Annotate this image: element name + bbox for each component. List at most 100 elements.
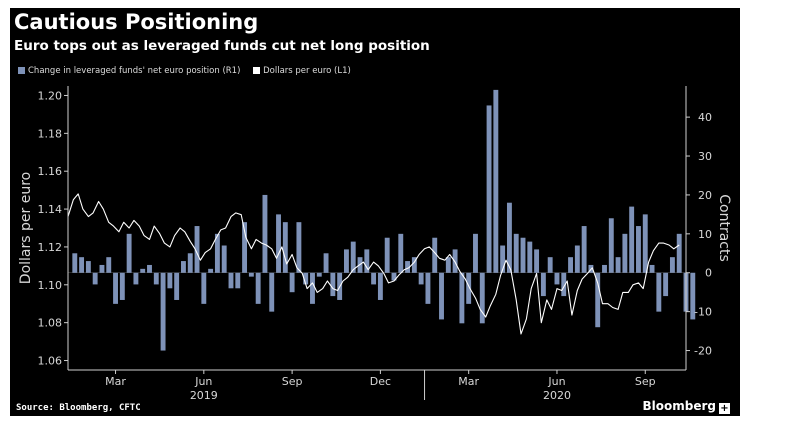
legend-item-line: Dollars per euro (L1) [253,66,351,76]
bar [432,237,438,273]
legend-label-bars: Change in leveraged funds' net euro posi… [28,66,241,76]
bar [181,261,186,273]
bar [153,272,159,285]
bar [296,222,302,273]
bar [282,222,288,273]
left-axis-label: Dollars per euro [18,172,34,284]
bar [581,226,587,273]
bar [187,253,193,273]
bar [269,272,275,312]
line-series [67,193,680,335]
bar [384,237,390,273]
bar [371,272,377,285]
bar [133,272,139,285]
bar [167,272,173,289]
bar [473,233,478,273]
bar [99,264,105,273]
right-tick-label: 30 [698,150,712,163]
right-tick-label: 40 [698,111,712,124]
bar [72,253,78,273]
bar [554,272,560,285]
axes: 1.06 1.08 1.10 1.12 1.14 1.16 1.18 1.20 Dollars … [18,86,732,402]
left-tick-label: 1.06 [38,355,63,368]
bar [568,257,573,273]
x-tick-label: Dec [370,375,391,388]
bar [418,272,424,285]
bar [85,261,91,273]
bar [113,272,118,304]
bar [479,272,485,324]
bar [676,233,682,273]
bar [208,268,214,273]
bar [642,214,648,273]
bar [520,237,526,273]
bar [486,105,492,273]
bar [248,272,254,277]
chart-title: Cautious Positioning [14,10,259,34]
x-tick-label: Sep [282,375,303,388]
left-tick-label: 1.20 [38,89,63,102]
brand-logo: Bloomberg + [642,399,730,414]
bar [629,206,635,273]
bar [106,257,112,273]
left-tick-label: 1.10 [38,279,63,292]
right-tick-label: 0 [705,267,712,280]
bar [615,257,621,273]
bar [622,233,628,273]
chart-svg: 1.06 1.08 1.10 1.12 1.14 1.16 1.18 1.20 Dollars … [18,86,732,402]
bar [663,272,669,297]
bar-series [72,89,696,351]
bar [608,218,614,273]
legend-label-line: Dollars per euro (L1) [263,66,351,76]
bar [140,268,146,273]
legend-swatch-bars [18,67,25,74]
right-tick-label: 10 [698,228,712,241]
bar [174,272,180,300]
bar [310,272,315,304]
bar [425,272,431,304]
bar [242,222,248,273]
x-tick-label: Mar [105,375,126,388]
bar [214,233,220,273]
x-tick-label: Jun [547,375,565,388]
bar [119,272,125,300]
bar [79,257,85,273]
source-note: Source: Bloomberg, CFTC [16,403,141,413]
bar [255,272,261,304]
left-tick-label: 1.16 [38,165,63,178]
bar [289,272,295,293]
left-tick-label: 1.14 [38,203,63,216]
brand-name: Bloomberg [642,399,717,413]
bar [439,272,444,320]
right-tick-label: -10 [694,306,712,319]
x-year-label: 2020 [543,389,571,402]
bar [574,245,580,273]
left-tick-label: 1.12 [38,241,63,254]
bar [276,214,281,273]
x-year-label: 2019 [190,389,218,402]
bar [126,233,132,273]
bar [459,272,465,324]
bar [466,272,472,304]
bar [493,89,499,273]
bar [92,272,98,285]
line-dollars-per-euro [67,193,680,335]
bar [452,249,458,273]
chart-subtitle: Euro tops out as leveraged funds cut net… [14,38,430,54]
bar [221,245,227,273]
x-tick-label: Mar [458,375,479,388]
bar [540,272,546,297]
bar [201,272,207,304]
bar [602,264,607,273]
bar [445,257,451,273]
bar [194,226,200,273]
bar [235,272,241,289]
bar [147,264,152,273]
bar [561,272,567,297]
legend-swatch-line [253,67,261,74]
bar [656,272,662,312]
bar [513,233,519,273]
bar [506,202,512,273]
right-tick-label: -20 [694,345,712,358]
bar [411,257,417,273]
